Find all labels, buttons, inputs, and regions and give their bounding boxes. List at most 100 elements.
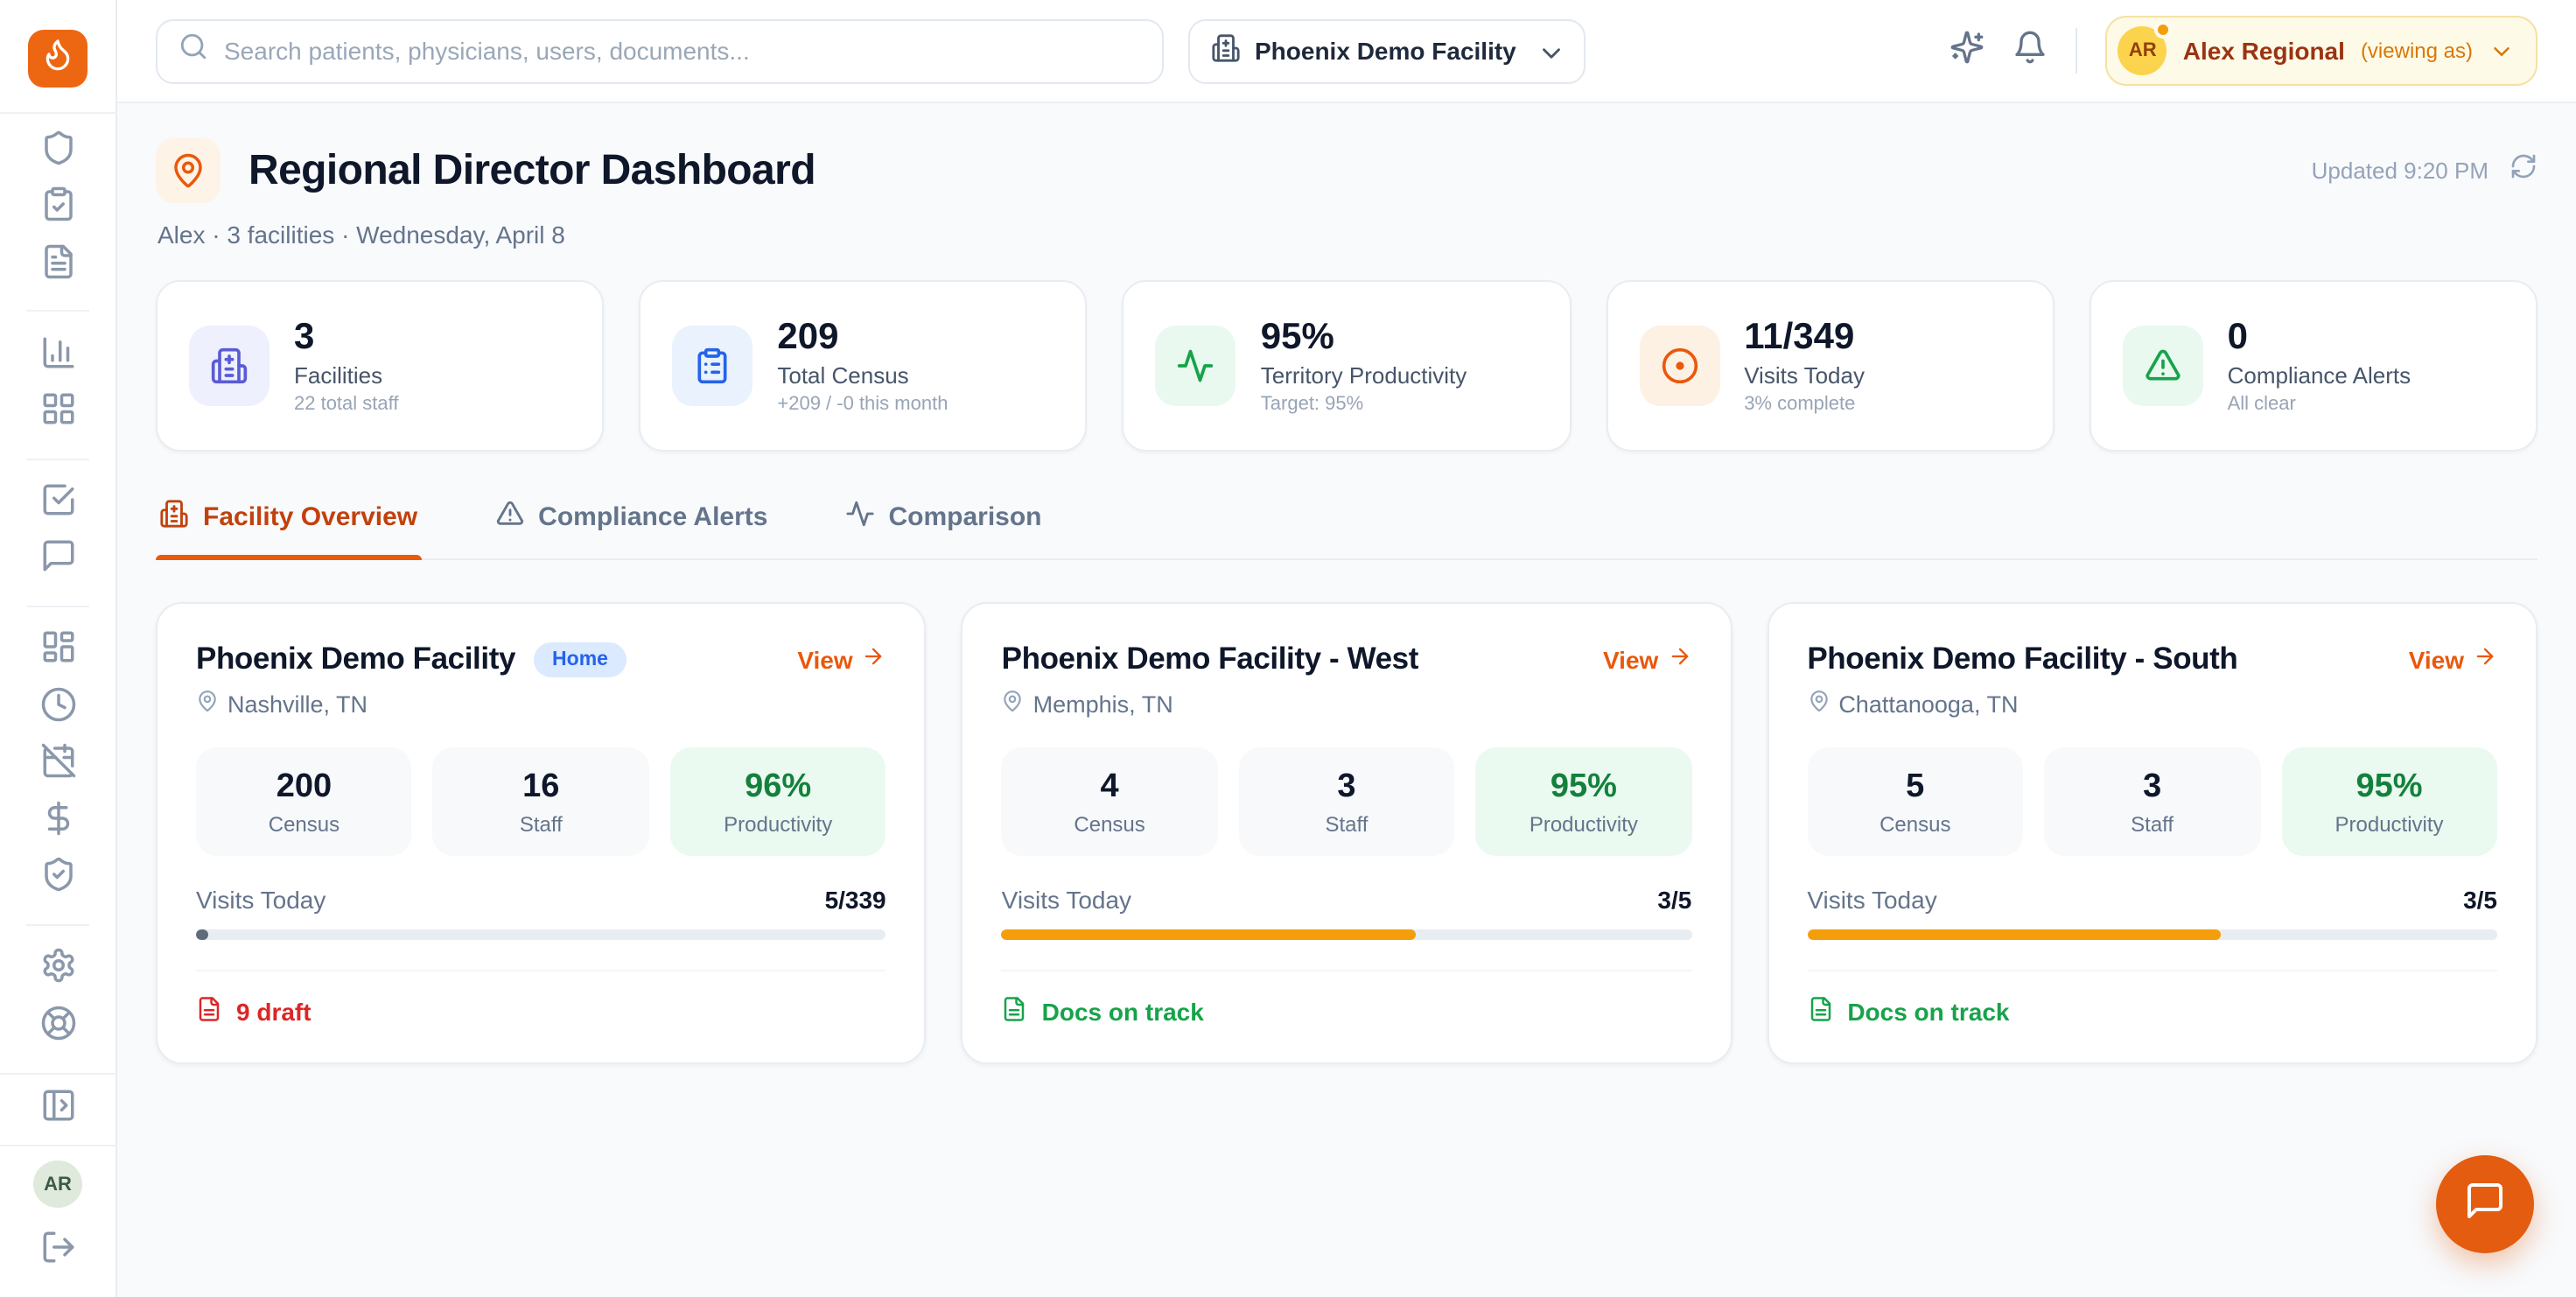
stat-sublabel: Target: 95% <box>1260 394 1364 416</box>
sidebar-logout[interactable] <box>28 1223 88 1279</box>
tab-comparison[interactable]: Comparison <box>841 499 1045 558</box>
sidebar-item-approvals[interactable] <box>28 475 88 532</box>
staff-stat: 3 Staff <box>1238 747 1455 857</box>
stat-label: Facilities <box>294 362 383 389</box>
search-input[interactable] <box>224 37 1141 65</box>
stat-label: Territory Productivity <box>1260 362 1467 389</box>
census-stat: 4 Census <box>1001 747 1218 857</box>
stat-label: Compliance Alerts <box>2227 362 2412 389</box>
sidebar-item-documents[interactable] <box>28 238 88 295</box>
tab-label: Facility Overview <box>203 502 418 533</box>
ai-assistant-button[interactable] <box>1950 29 1985 73</box>
avatar[interactable]: AR <box>33 1160 82 1209</box>
sidebar-item-tasks[interactable] <box>28 180 88 237</box>
hospital-icon <box>159 499 189 536</box>
visits-progress-bar <box>196 929 886 941</box>
sidebar-item-shield[interactable] <box>28 123 88 180</box>
visits-progress-bar <box>1001 929 1692 941</box>
productivity-stat: 95% Productivity <box>1475 747 1692 857</box>
app-logo[interactable] <box>28 30 88 88</box>
home-badge: Home <box>533 641 627 677</box>
sidebar-item-reports[interactable] <box>28 328 88 385</box>
card-divider <box>1001 970 1692 972</box>
stat-sublabel: 3% complete <box>1744 394 1856 416</box>
facility-location: Nashville, TN <box>228 691 368 718</box>
page-title: Regional Director Dashboard <box>248 146 816 193</box>
notifications-button[interactable] <box>2013 29 2048 73</box>
stat-value: 3 <box>294 317 315 357</box>
sidebar-toggle[interactable] <box>28 1082 88 1139</box>
target-icon <box>1639 326 1720 407</box>
view-facility-link[interactable]: View <box>2409 644 2497 674</box>
sparkles-icon <box>1950 29 1985 73</box>
stat-card-compliance: 0 Compliance Alerts All clear <box>2089 280 2538 452</box>
chart-column-icon <box>39 333 76 379</box>
chat-fab-button[interactable] <box>2436 1155 2534 1253</box>
card-divider <box>196 970 886 972</box>
calendar-off-icon <box>39 742 76 788</box>
stat-value: 209 <box>777 317 839 357</box>
census-stat: 200 Census <box>196 747 412 857</box>
facility-card: Phoenix Demo Facility - South View Chatt… <box>1767 602 2538 1065</box>
stat-sublabel: All clear <box>2227 394 2296 416</box>
user-menu[interactable]: AR Alex Regional (viewing as) <box>2105 16 2538 86</box>
stat-sublabel: +209 / -0 this month <box>777 394 948 416</box>
sidebar-divider <box>26 923 89 926</box>
sidebar-item-settings[interactable] <box>28 941 88 998</box>
building-icon <box>1211 33 1241 68</box>
docs-status: Docs on track <box>1002 996 1692 1027</box>
tab-compliance-alerts[interactable]: Compliance Alerts <box>491 499 771 558</box>
message-square-icon <box>39 538 76 584</box>
tab-facility-overview[interactable]: Facility Overview <box>156 499 421 561</box>
map-pin-icon <box>196 690 219 718</box>
sidebar-item-compliance[interactable] <box>28 851 88 908</box>
sidebar: AR <box>0 0 117 1297</box>
docs-status: 9 draft <box>196 996 886 1027</box>
stat-cards: 3 Facilities 22 total staff 209 Total Censu… <box>156 280 2538 452</box>
facility-location: Chattanooga, TN <box>1838 691 2019 718</box>
sidebar-item-messages[interactable] <box>28 532 88 589</box>
map-pin-icon <box>156 138 220 203</box>
layout-grid-icon <box>39 391 76 437</box>
sidebar-item-billing[interactable] <box>28 794 88 851</box>
docs-status-label: Docs on track <box>1847 998 2010 1027</box>
docs-status-label: Docs on track <box>1041 998 1204 1027</box>
life-buoy-icon <box>39 1004 76 1049</box>
clipboard-list-icon <box>672 326 753 407</box>
search-box[interactable] <box>156 18 1164 83</box>
view-facility-link[interactable]: View <box>797 644 886 674</box>
productivity-stat: 96% Productivity <box>669 747 886 857</box>
panel-toggle-icon <box>39 1087 76 1132</box>
tab-label: Comparison <box>888 502 1042 533</box>
stat-card-productivity: 95% Territory Productivity Target: 95% <box>1122 280 1572 452</box>
stat-card-visits: 11/349 Visits Today 3% complete <box>1606 280 2054 452</box>
arrow-right-icon <box>862 644 886 674</box>
stat-label: Total Census <box>777 362 909 389</box>
docs-status-label: 9 draft <box>236 998 312 1027</box>
facility-card: Phoenix Demo Facility Home View Nashvill… <box>156 602 927 1065</box>
topbar: Phoenix Demo Facility AR Alex Regional (… <box>117 0 2576 103</box>
sidebar-divider <box>0 111 116 114</box>
facility-selector[interactable]: Phoenix Demo Facility <box>1188 18 1586 83</box>
stat-value: 11/349 <box>1744 317 1855 357</box>
visits-label: Visits Today <box>1001 886 1132 915</box>
refresh-button[interactable] <box>2510 152 2538 189</box>
file-text-icon <box>1002 996 1028 1027</box>
sidebar-divider <box>0 1145 116 1147</box>
sidebar-item-time-off[interactable] <box>28 737 88 794</box>
page-header: Regional Director Dashboard Updated 9:20… <box>156 138 2538 203</box>
settings-icon <box>39 947 76 992</box>
file-text-icon <box>39 243 76 289</box>
sidebar-item-apps[interactable] <box>28 385 88 442</box>
flame-icon <box>40 37 75 81</box>
view-facility-link[interactable]: View <box>1603 644 1691 674</box>
tab-bar: Facility Overview Compliance Alerts Comp… <box>156 499 2538 561</box>
census-stat: 5 Census <box>1807 747 2024 857</box>
sidebar-divider <box>26 458 89 460</box>
sidebar-item-schedule[interactable] <box>28 680 88 737</box>
main-area: Phoenix Demo Facility AR Alex Regional (… <box>117 0 2576 1297</box>
avatar: AR <box>2118 21 2173 75</box>
visits-value: 3/5 <box>2463 886 2497 915</box>
sidebar-item-help[interactable] <box>28 999 88 1055</box>
sidebar-item-dashboard[interactable] <box>28 622 88 679</box>
